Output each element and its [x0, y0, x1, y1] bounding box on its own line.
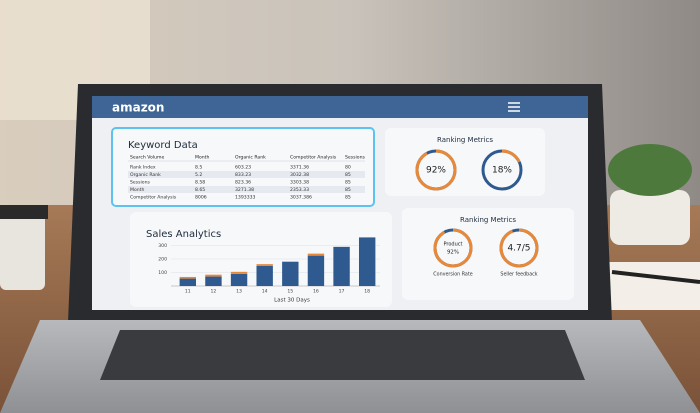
table-cell: 85 [345, 180, 351, 186]
gauge-value: 4.7/5 [507, 244, 530, 254]
table-cell: 80 [345, 165, 351, 171]
bar [256, 265, 273, 286]
coffee-cup [0, 205, 45, 290]
bar [333, 246, 350, 286]
table-cell: 2353.33 [290, 187, 309, 193]
table-cell: Competitor Analysis [130, 195, 177, 201]
table-cell: 3037.386 [290, 195, 312, 201]
gauge-caption: Conversion Rate [433, 272, 472, 278]
gauge-name: Product [444, 242, 463, 248]
gauge-value: 18% [492, 166, 512, 176]
table-cell: 833.23 [235, 172, 251, 178]
table-header: Organic Rank [235, 155, 266, 161]
table-row-bg [128, 171, 365, 178]
y-tick-label: 200 [158, 257, 167, 263]
table-cell: Month [130, 187, 144, 193]
table-cell: 823.36 [235, 180, 251, 186]
panel-title: Ranking Metrics [437, 136, 493, 144]
bar [179, 278, 197, 286]
table-cell: Rank Index [130, 165, 156, 171]
x-tick-label: 18 [364, 289, 370, 295]
y-tick-label: 100 [158, 270, 167, 276]
x-tick-label: 15 [287, 289, 293, 295]
x-axis-label: Last 30 Days [274, 298, 310, 304]
table-cell: 85 [345, 195, 351, 201]
menu-icon [508, 102, 520, 112]
x-tick-label: 11 [185, 289, 191, 295]
bar [230, 271, 248, 274]
table-header: Month [195, 155, 209, 161]
plant-pot [610, 190, 690, 245]
table-cell: 85 [345, 172, 351, 178]
table-cell: 3371.36 [290, 165, 309, 171]
x-tick-label: 13 [236, 289, 242, 295]
x-tick-label: 12 [211, 289, 217, 295]
x-tick-label: 14 [262, 289, 268, 295]
logo: amazon [112, 101, 164, 115]
table-cell: 3303.38 [290, 180, 309, 186]
table-header: Competitor Analysis [290, 155, 337, 161]
table-cell: 8.58 [195, 180, 205, 186]
bar [205, 276, 222, 286]
gauge-value: 92% [426, 166, 446, 176]
gauge-arc [433, 228, 473, 268]
gauge-value: 92% [447, 250, 459, 256]
bar [256, 264, 273, 266]
bar [358, 237, 376, 286]
header-bar [92, 96, 588, 118]
table-cell: 8.65 [195, 187, 205, 193]
table-header: Search Volume [130, 155, 165, 161]
gauge-arc [481, 149, 523, 191]
table-header: Sessions [345, 155, 366, 161]
bar [307, 255, 325, 286]
bar [282, 261, 299, 286]
bar [230, 273, 248, 286]
keyboard [100, 330, 585, 380]
table-row-bg [128, 186, 365, 193]
bar [179, 276, 197, 279]
table-cell: 5.2 [195, 172, 202, 178]
bar [307, 253, 325, 256]
table-cell: 1393333 [235, 195, 256, 201]
table-cell: 603.23 [235, 165, 251, 171]
pen [611, 270, 700, 284]
table-cell: Organic Rank [130, 172, 161, 178]
table-cell: 8006 [195, 195, 207, 201]
table-cell: 3032.38 [290, 172, 309, 178]
bar [205, 274, 222, 277]
table-cell: 8.5 [195, 165, 202, 171]
panel-title: Ranking Metrics [460, 216, 516, 224]
panel-title: Keyword Data [128, 140, 198, 151]
table-cell: Sessions [130, 180, 151, 186]
table-cell: 3271.38 [235, 187, 254, 193]
cup-lid [0, 205, 48, 219]
plant [608, 144, 692, 196]
gauge-arc [499, 228, 539, 268]
gauge-arc [415, 149, 457, 191]
gauge-caption: Seller feedback [500, 272, 537, 278]
ranking-panel [385, 128, 545, 196]
x-tick-label: 16 [313, 289, 319, 295]
x-tick-label: 17 [339, 289, 345, 295]
y-tick-label: 300 [158, 243, 167, 249]
panel-title: Sales Analytics [146, 229, 221, 240]
table-cell: 85 [345, 187, 351, 193]
